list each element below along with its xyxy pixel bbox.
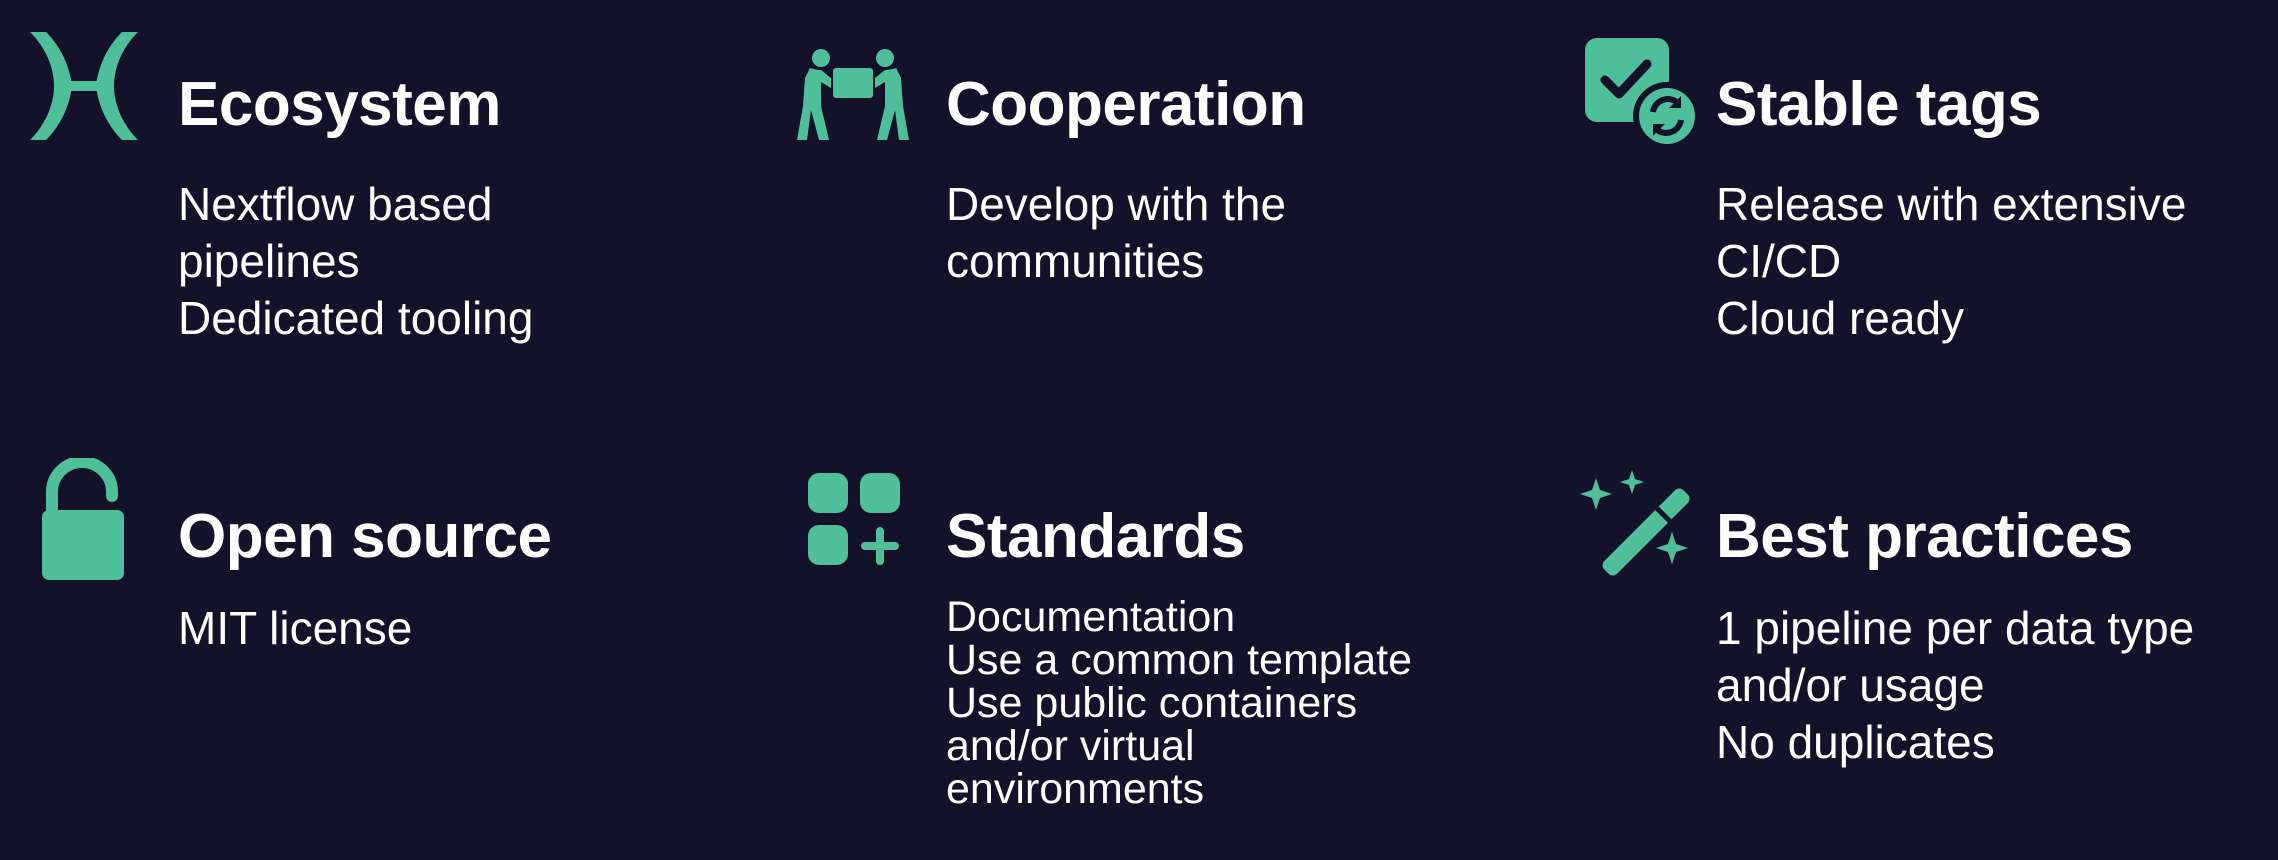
feature-description: Documentation Use a common template Use …: [946, 596, 1412, 811]
magic-wand-sparkles-icon: [1580, 470, 1690, 576]
description-line: Nextflow based: [178, 178, 493, 230]
description-line: Develop with the: [946, 178, 1287, 230]
description-line: No duplicates: [1716, 716, 1995, 768]
checkbox-sync-icon: [1585, 38, 1699, 148]
feature-title: Standards: [946, 502, 1245, 571]
description-line: and/or usage: [1716, 659, 1985, 711]
feature-description: Nextflow based pipelines Dedicated tooli…: [178, 176, 533, 347]
description-line: Use public containers: [946, 679, 1358, 727]
description-line: Release with extensive: [1716, 178, 2187, 230]
description-line: Documentation: [946, 593, 1236, 641]
description-line: communities: [946, 235, 1205, 287]
apps-add-icon: [808, 473, 900, 565]
description-line: CI/CD: [1716, 235, 1842, 287]
description-line: and/or virtual: [946, 722, 1195, 770]
feature-title: Cooperation: [946, 70, 1306, 139]
unlocked-padlock-icon: [42, 458, 124, 580]
feature-title: Stable tags: [1716, 70, 2042, 139]
feature-title: Ecosystem: [178, 70, 501, 139]
feature-description: Develop with the communities: [946, 176, 1286, 290]
feature-title: Open source: [178, 502, 552, 571]
description-line: 1 pipeline per data type: [1716, 602, 2195, 654]
description-line: pipelines: [178, 235, 360, 287]
description-line: Use a common template: [946, 636, 1413, 684]
people-carrying-box-icon: [797, 49, 909, 140]
feature-title: Best practices: [1716, 502, 2133, 571]
feature-description: Release with extensive CI/CD Cloud ready: [1716, 176, 2186, 347]
description-line: Cloud ready: [1716, 292, 1965, 344]
description-line: environments: [946, 765, 1205, 813]
nf-core-icon: [30, 32, 138, 140]
description-line: MIT license: [178, 602, 413, 654]
description-line: Dedicated tooling: [178, 292, 534, 344]
feature-description: 1 pipeline per data type and/or usage No…: [1716, 600, 2194, 771]
feature-description: MIT license: [178, 600, 412, 657]
